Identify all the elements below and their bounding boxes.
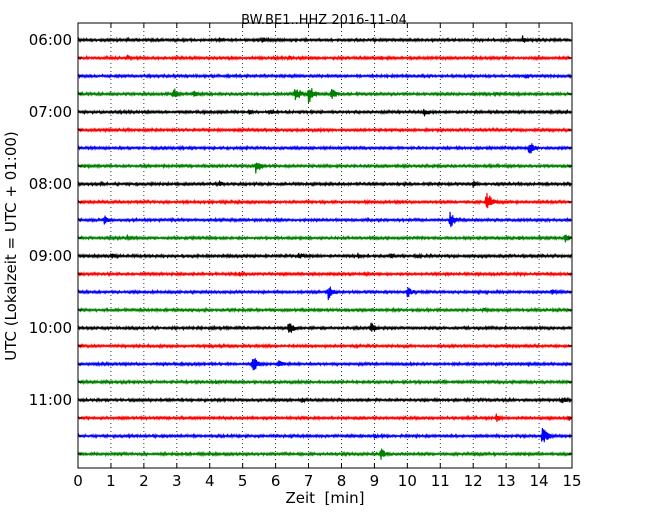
- trace-0615: [77, 54, 572, 62]
- x-tick-label: 12: [464, 472, 483, 490]
- trace-1015: [77, 342, 572, 350]
- x-tick-label: 5: [238, 472, 248, 490]
- y-tick-label: 10:00: [29, 319, 72, 337]
- x-tick-label: 1: [106, 472, 116, 490]
- x-tick-label: 14: [530, 472, 549, 490]
- trace-0745: [77, 162, 572, 174]
- x-tick-label: 11: [431, 472, 450, 490]
- trace-0900: [77, 252, 572, 260]
- x-tick-label: 7: [304, 472, 314, 490]
- x-tick-label: 2: [139, 472, 149, 490]
- trace-0845: [77, 234, 572, 243]
- trace-1130: [77, 427, 572, 443]
- x-tick-label: 8: [337, 472, 347, 490]
- x-tick-label: 0: [73, 472, 83, 490]
- trace-0700: [77, 108, 572, 117]
- y-tick-label: 06:00: [29, 31, 72, 49]
- trace-0945: [77, 306, 572, 314]
- x-tick-label: 4: [205, 472, 215, 490]
- trace-1000: [77, 322, 572, 333]
- y-tick-label: 09:00: [29, 247, 72, 265]
- x-tick-label: 9: [370, 472, 380, 490]
- y-tick-label: 08:00: [29, 175, 72, 193]
- chart-title: BW.BE1..HHZ 2016-11-04: [241, 13, 407, 28]
- x-tick-label: 6: [271, 472, 281, 490]
- trace-1045: [77, 378, 572, 386]
- trace-0815: [77, 192, 572, 209]
- trace-0930: [77, 286, 572, 301]
- trace-layer: [77, 35, 572, 460]
- x-tick-label: 3: [172, 472, 182, 490]
- trace-0800: [77, 180, 572, 188]
- y-axis: 06:00 07:00 08:00 09:00 10:00 11:00: [29, 31, 572, 455]
- trace-1145: [77, 448, 572, 460]
- x-axis: 0 1 2 3 4 5 6 7 8 9 10 11 12 13 14 15: [73, 23, 582, 490]
- trace-0600: [77, 35, 572, 44]
- trace-1115: [77, 413, 572, 422]
- plot-frame: [77, 22, 573, 469]
- x-tick-label: 15: [562, 472, 581, 490]
- y-tick-label: 11:00: [29, 391, 72, 409]
- trace-0830: [77, 211, 572, 228]
- x-axis-title: Zeit [min]: [285, 489, 364, 507]
- trace-0630: [77, 72, 572, 80]
- trace-1100: [77, 396, 572, 404]
- trace-0915: [77, 270, 572, 278]
- y-axis-title: UTC (Lokalzeit = UTC + 01:00): [2, 131, 20, 361]
- y-tick-label: 07:00: [29, 103, 72, 121]
- trace-0730: [77, 143, 572, 154]
- trace-0715: [77, 126, 572, 134]
- x-tick-label: 13: [497, 472, 516, 490]
- trace-1030: [77, 358, 572, 371]
- x-tick-label: 10: [398, 472, 417, 490]
- trace-0645: [77, 88, 572, 104]
